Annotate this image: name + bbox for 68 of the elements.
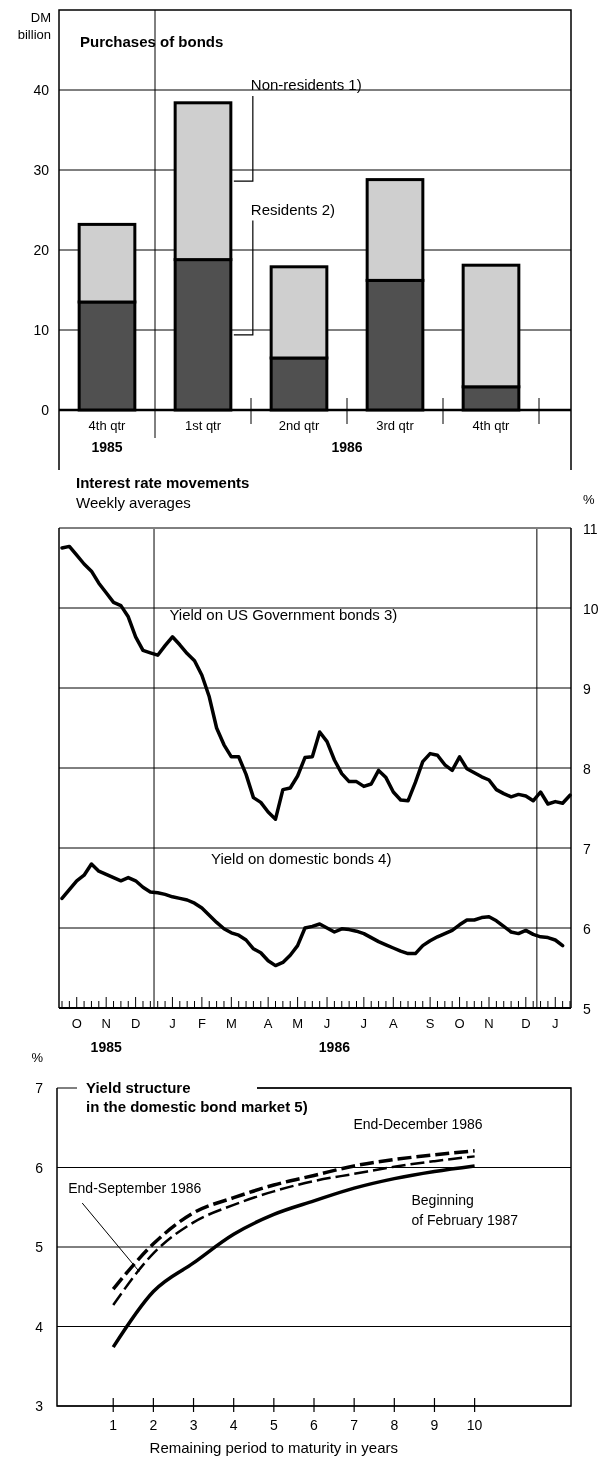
text: Purchases of bonds bbox=[80, 33, 224, 50]
y-tick-label: 4 bbox=[35, 1318, 44, 1335]
text: in the domestic bond market 5) bbox=[86, 1098, 308, 1115]
y-tick-label: 20 bbox=[33, 242, 50, 258]
y-tick-label: 10 bbox=[583, 601, 599, 617]
x-tick-label: 4 bbox=[229, 1417, 238, 1433]
x-tick-label: D bbox=[130, 1016, 141, 1031]
x-tick-label: 1 bbox=[109, 1417, 118, 1433]
x-tick-label: F bbox=[197, 1016, 206, 1031]
x-tick-label: 1st qtr bbox=[184, 418, 222, 433]
text: 1986 bbox=[318, 1039, 351, 1055]
y-tick-label: 0 bbox=[41, 402, 50, 418]
x-tick-label: 4th qtr bbox=[88, 418, 127, 433]
y-tick-label: 6 bbox=[35, 1159, 44, 1176]
x-tick-label: D bbox=[521, 1016, 531, 1031]
x-tick-label: 3 bbox=[189, 1417, 198, 1433]
y-tick-label: 30 bbox=[33, 162, 50, 178]
x-tick-label: 5 bbox=[269, 1417, 278, 1433]
x-tick-label: 2nd qtr bbox=[278, 418, 320, 433]
y-axis-title: % bbox=[583, 492, 595, 507]
y-axis-title: % bbox=[31, 1050, 44, 1065]
series-label: End-September 1986 bbox=[68, 1180, 202, 1197]
y-tick-label: 40 bbox=[33, 82, 50, 98]
y-tick-label: 5 bbox=[583, 1001, 591, 1017]
chart-title: Interest rate movements bbox=[76, 474, 250, 491]
y-tick-label: 9 bbox=[583, 681, 591, 697]
x-tick-label: 6 bbox=[310, 1417, 319, 1433]
x-tick-label: S bbox=[425, 1016, 435, 1031]
x-tick-label: 3rd qtr bbox=[376, 418, 415, 433]
text: Yield on domestic bonds 4) bbox=[211, 850, 392, 867]
x-tick-label: 7 bbox=[350, 1417, 359, 1433]
x-tick-label: J bbox=[552, 1016, 559, 1031]
x-tick-label: M bbox=[292, 1016, 304, 1031]
y-tick-label: 11 bbox=[583, 521, 598, 537]
chart-subtitle: Weekly averages bbox=[76, 494, 191, 511]
y-tick-label: 8 bbox=[583, 761, 591, 777]
text: Residents 2) bbox=[250, 200, 336, 218]
y-axis-title: DM billion bbox=[17, 10, 51, 42]
x-tick-label: O bbox=[454, 1016, 465, 1031]
series-label: Yield on US Government bonds 3) bbox=[169, 606, 398, 623]
series-label: End-December 1986 bbox=[353, 1115, 483, 1132]
chart-title: Yield structure bbox=[86, 1079, 191, 1096]
x-tick-label: J bbox=[169, 1016, 176, 1031]
text: 1985 bbox=[90, 1039, 122, 1055]
y-tick-label: 10 bbox=[33, 322, 50, 338]
y-tick-label: 7 bbox=[583, 841, 591, 857]
x-tick-label: J bbox=[360, 1016, 368, 1031]
x-tick-label: A bbox=[388, 1016, 398, 1031]
x-tick-label: 9 bbox=[430, 1417, 439, 1433]
x-tick-label: A bbox=[263, 1016, 273, 1031]
y-tick-label: 7 bbox=[35, 1080, 44, 1096]
series-label: Beginning of February 1987 bbox=[411, 1192, 519, 1229]
text: 1986 bbox=[331, 439, 363, 455]
x-tick-label: 10 bbox=[466, 1417, 483, 1433]
x-axis-title: Remaining period to maturity in years bbox=[149, 1439, 399, 1456]
x-tick-label: O bbox=[71, 1016, 82, 1031]
x-tick-label: 2 bbox=[149, 1417, 158, 1433]
y-tick-label: 3 bbox=[35, 1398, 44, 1414]
y-tick-label: 5 bbox=[35, 1239, 44, 1255]
x-tick-label: M bbox=[225, 1016, 237, 1031]
x-tick-label: 8 bbox=[390, 1417, 399, 1433]
series-label: Non-residents 1) bbox=[250, 76, 362, 93]
x-tick-label: N bbox=[484, 1016, 494, 1031]
y-tick-label: 6 bbox=[583, 921, 591, 937]
x-tick-label: J bbox=[323, 1016, 331, 1031]
text: 1985 bbox=[91, 439, 123, 455]
x-tick-label: 4th qtr bbox=[472, 418, 511, 433]
x-tick-label: N bbox=[101, 1016, 111, 1031]
